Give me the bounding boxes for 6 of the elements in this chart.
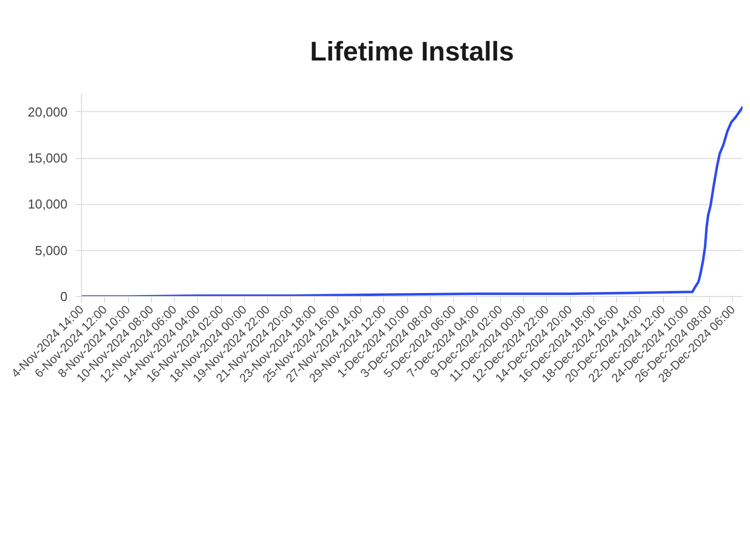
y-tick-label: 10,000 <box>28 196 68 212</box>
y-tick-label: 0 <box>60 289 68 304</box>
y-tick-label: 20,000 <box>28 104 68 120</box>
chart-title: Lifetime Installs <box>310 36 514 66</box>
y-tick-label: 15,000 <box>28 150 68 166</box>
y-tick-label: 5,000 <box>34 242 68 258</box>
